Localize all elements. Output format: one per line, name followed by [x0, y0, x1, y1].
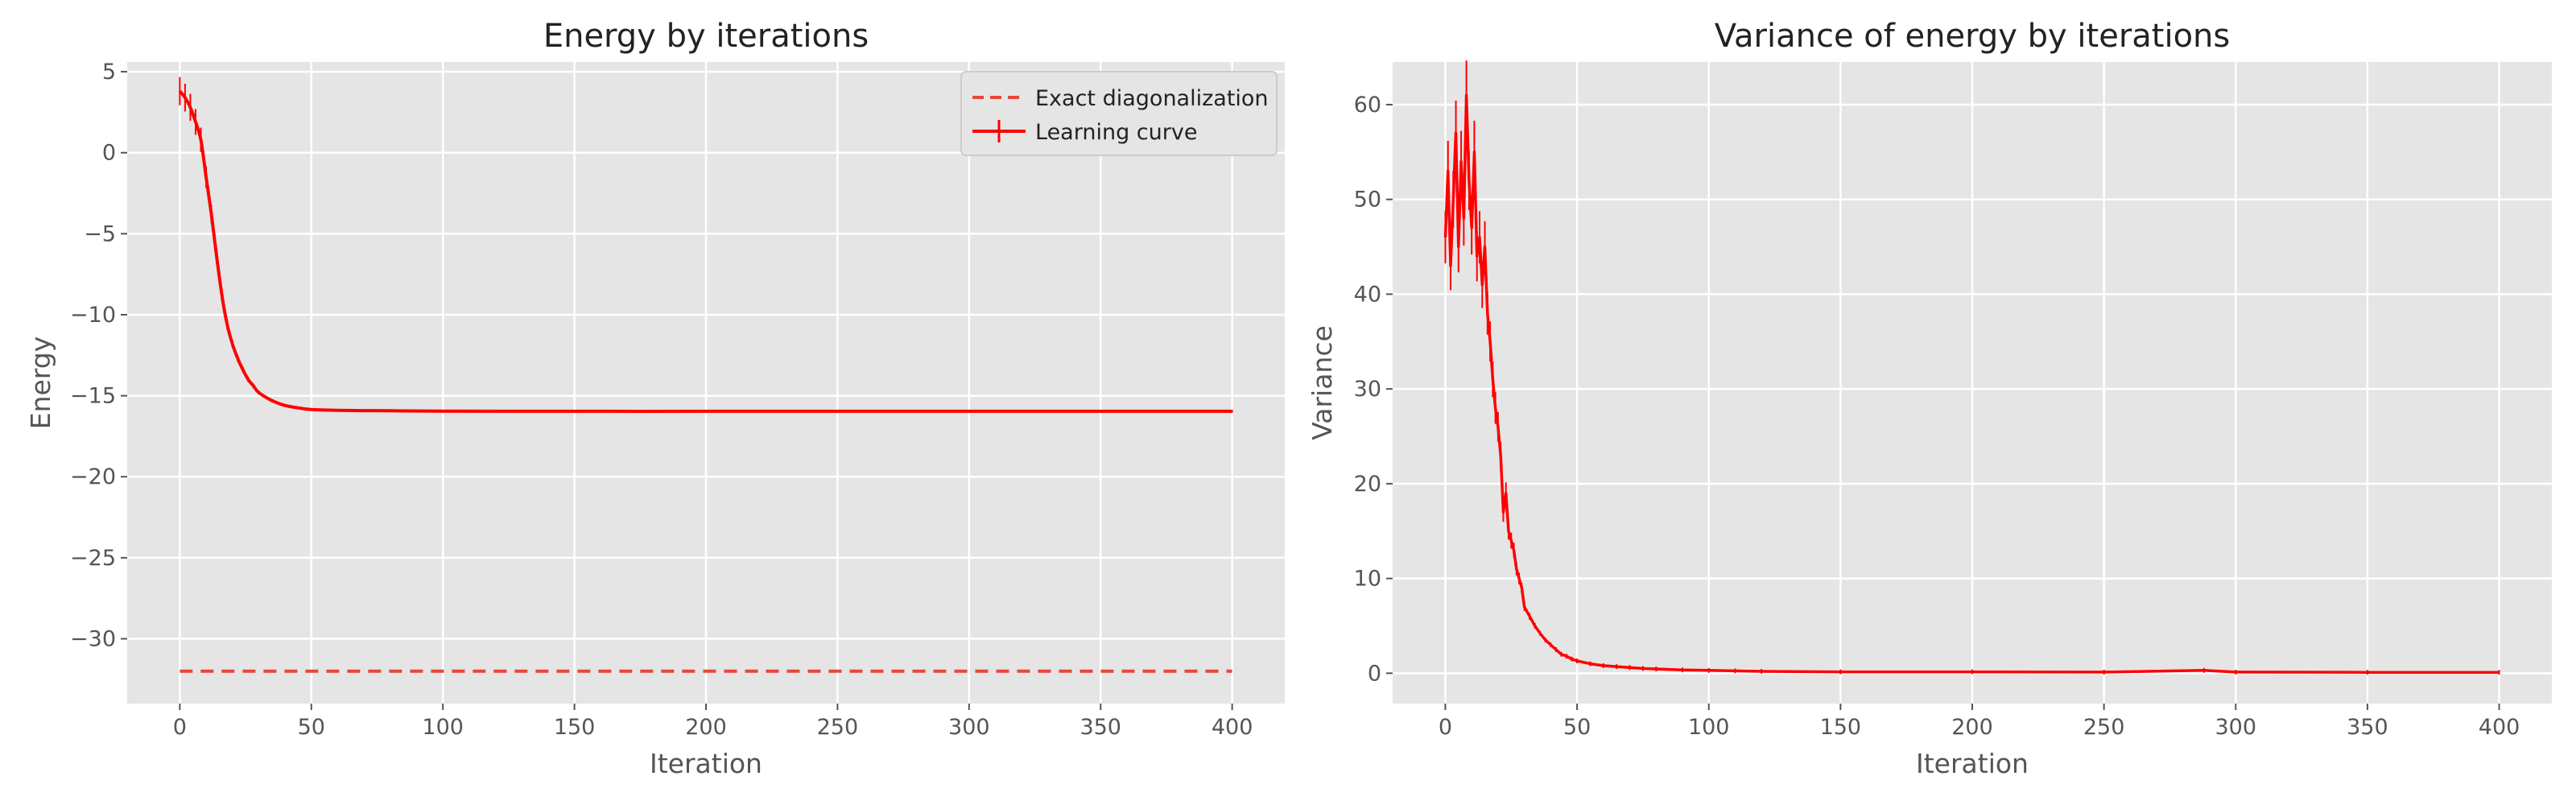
energy-series: [178, 76, 1233, 673]
energy-chart: 0 50 100 150 200 250 300 350 40050−5−10−15−20−25…: [25, 18, 1285, 779]
energy-legend: Exact diagonalization Learning curve: [960, 71, 1278, 156]
energy-chart-title: Energy by iterations: [543, 18, 869, 55]
x-tick-label: 50: [1563, 715, 1591, 740]
x-tick-label: 100: [1688, 715, 1730, 740]
variance-x-axis-label: Iteration: [1916, 748, 2029, 779]
legend-label-exact-diagonalization: Exact diagonalization: [1035, 86, 1269, 111]
x-tick-label: 250: [817, 715, 859, 740]
y-tick-label: 30: [1354, 377, 1381, 402]
y-tick-label: 40: [1354, 282, 1381, 307]
y-tick-label: 0: [1368, 661, 1381, 686]
y-tick-label: 10: [1354, 567, 1381, 592]
energy-x-axis-label: Iteration: [650, 748, 762, 779]
y-tick-label: −30: [70, 626, 116, 651]
y-tick-label: −20: [70, 464, 116, 489]
y-tick-label: 0: [102, 141, 116, 166]
variance-series: [1443, 60, 2500, 675]
x-tick-label: 150: [554, 715, 596, 740]
y-tick-label: 50: [1354, 188, 1381, 213]
variance-gridlines: [1393, 62, 2552, 704]
energy-tick-labels: 0 50 100 150 200 250 300 350 40050−5−10−15−20−25…: [70, 60, 1253, 740]
y-tick-label: 60: [1354, 93, 1381, 118]
legend-label-learning-curve: Learning curve: [1035, 120, 1197, 145]
x-tick-label: 400: [2479, 715, 2520, 740]
x-tick-label: 400: [1212, 715, 1253, 740]
x-tick-label: 0: [1439, 715, 1452, 740]
variance-chart-title: Variance of energy by iterations: [1715, 18, 2230, 55]
y-tick-label: −25: [70, 546, 116, 571]
y-tick-label: −10: [70, 303, 116, 328]
legend-box: [960, 71, 1278, 156]
x-tick-label: 200: [1951, 715, 1993, 740]
y-tick-label: 20: [1354, 472, 1381, 497]
y-tick-label: 5: [102, 60, 116, 85]
x-tick-label: 300: [948, 715, 990, 740]
x-tick-label: 150: [1820, 715, 1862, 740]
x-tick-label: 300: [2215, 715, 2256, 740]
x-tick-label: 200: [685, 715, 727, 740]
y-tick-label: −5: [84, 221, 116, 246]
series-line-variance: [1443, 93, 2500, 674]
energy-y-axis-label: Energy: [25, 336, 56, 430]
x-tick-label: 250: [2083, 715, 2125, 740]
x-tick-label: 350: [1080, 715, 1121, 740]
y-tick-label: −15: [70, 384, 116, 409]
variance-y-axis-label: Variance: [1307, 325, 1338, 440]
x-tick-label: 50: [298, 715, 325, 740]
x-tick-label: 100: [422, 715, 464, 740]
x-tick-label: 0: [173, 715, 187, 740]
x-tick-label: 350: [2347, 715, 2388, 740]
